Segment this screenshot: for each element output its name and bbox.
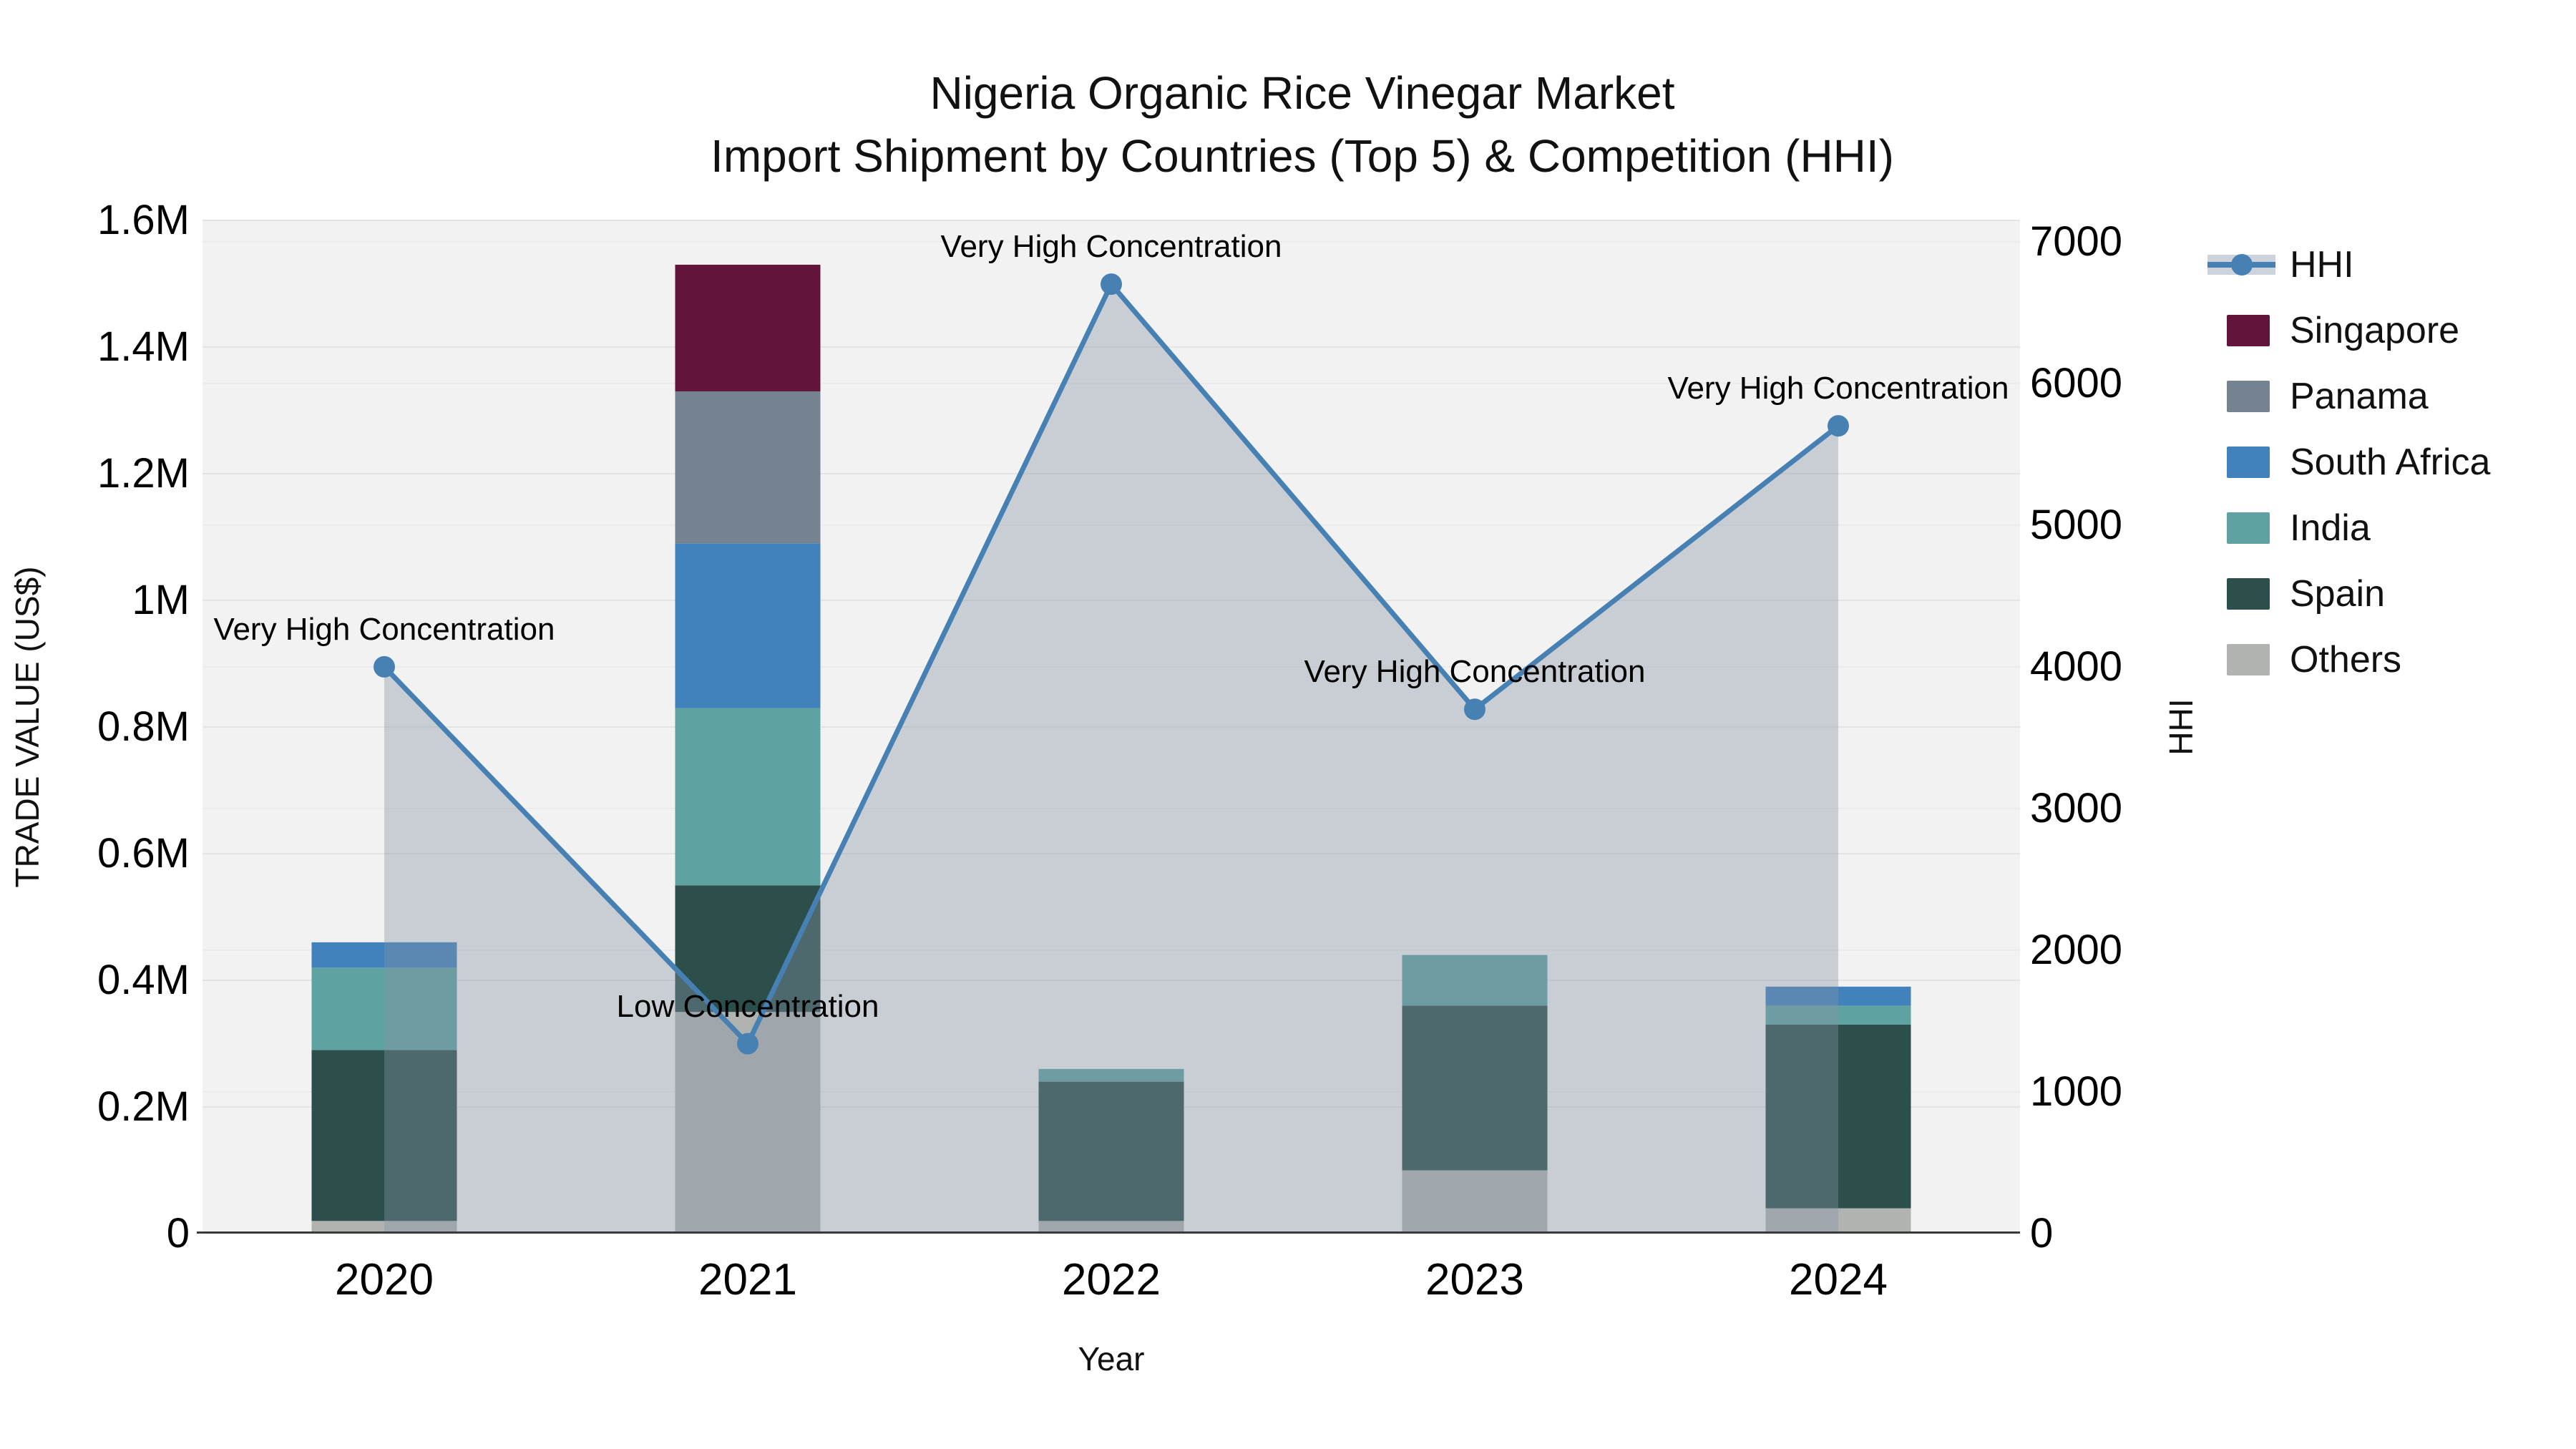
legend-item-singapore: Singapore (2207, 309, 2529, 352)
plot-area (197, 220, 2020, 1234)
annotation-2023: Very High Concentration (1304, 654, 1646, 690)
y-left-tick: 1.4M (97, 323, 190, 370)
bar-segment-south-africa (675, 543, 821, 708)
legend-item-south-africa: South Africa (2207, 441, 2529, 484)
legend-label: Others (2290, 639, 2402, 680)
bar-segment-others (1038, 1221, 1184, 1234)
y-right-tick: 2000 (2030, 926, 2123, 973)
legend-label: South Africa (2290, 441, 2491, 483)
bar-segment-others (1765, 1208, 1911, 1234)
chart-title-line1: Nigeria Organic Rice Vinegar Market (930, 67, 1675, 119)
bar-segment-singapore (675, 264, 821, 391)
bar-segment-india (675, 708, 821, 886)
annotation-2024: Very High Concentration (1667, 371, 2009, 406)
y-left-tick: 1M (132, 577, 190, 623)
legend-item-others: Others (2207, 638, 2529, 681)
bar-segment-india (1765, 1005, 1911, 1025)
bar-segment-spain (1402, 1005, 1548, 1171)
y-right-tick: 6000 (2030, 359, 2123, 406)
hhi-marker (374, 655, 395, 678)
legend-item-spain: Spain (2207, 572, 2529, 615)
y-left-tick: 0 (166, 1210, 190, 1257)
legend-item-hhi: HHI (2207, 243, 2529, 286)
y-left-tick: 0.8M (97, 703, 190, 750)
chart-title: Nigeria Organic Rice Vinegar Market Impo… (711, 62, 1894, 187)
legend-item-panama: Panama (2207, 375, 2529, 418)
x-tick: 2021 (698, 1255, 797, 1304)
y-right-tick: 4000 (2030, 643, 2123, 690)
y-right-axis-title: HHI (2162, 698, 2200, 756)
y-left-tick: 1.2M (97, 450, 190, 497)
hhi-marker (737, 1033, 758, 1055)
legend-swatch-icon (2227, 512, 2270, 544)
y-left-tick: 0.4M (97, 957, 190, 1003)
bar-segment-others (311, 1221, 457, 1234)
legend-swatch-icon (2227, 315, 2270, 346)
y-right-tick: 5000 (2030, 501, 2123, 548)
legend-item-india: India (2207, 507, 2529, 550)
bar-segment-south-africa (1765, 986, 1911, 1006)
legend-label: HHI (2290, 244, 2354, 286)
annotation-2022: Very High Concentration (940, 229, 1282, 265)
bar-segment-india (1402, 955, 1548, 1006)
hhi-area (384, 284, 1838, 1234)
bar-segment-spain (1765, 1024, 1911, 1209)
legend-swatch-icon (2227, 578, 2270, 610)
legend-label: Panama (2290, 376, 2429, 417)
chart-title-line2: Import Shipment by Countries (Top 5) & C… (711, 130, 1894, 182)
legend-label: India (2290, 507, 2371, 549)
bar-segment-spain (1038, 1081, 1184, 1221)
chart-canvas (197, 220, 2020, 1234)
x-tick: 2022 (1062, 1255, 1161, 1304)
legend-label: Singapore (2290, 310, 2460, 351)
y-right-tick: 3000 (2030, 784, 2123, 831)
y-left-tick: 1.6M (97, 197, 190, 243)
y-left-tick: 0.6M (97, 830, 190, 877)
hhi-marker (1101, 273, 1122, 296)
bar-segment-panama (675, 391, 821, 544)
legend-swatch-icon (2227, 447, 2270, 478)
bar-segment-others (1402, 1170, 1548, 1234)
bar-segment-spain (311, 1050, 457, 1221)
y-right-tick: 7000 (2030, 218, 2123, 265)
legend-label: Spain (2290, 573, 2385, 615)
hhi-marker (1464, 698, 1485, 721)
y-left-tick: 0.2M (97, 1083, 190, 1130)
x-tick: 2023 (1425, 1255, 1524, 1304)
x-tick: 2020 (335, 1255, 434, 1304)
annotation-2021: Low Concentration (616, 988, 879, 1024)
x-axis-title: Year (1078, 1340, 1145, 1377)
legend-swatch-icon (2227, 644, 2270, 675)
y-right-tick: 0 (2030, 1210, 2054, 1257)
bar-segment-india (1038, 1068, 1184, 1082)
legend-swatch-icon (2227, 381, 2270, 412)
bar-segment-india (311, 967, 457, 1050)
bar-segment-south-africa (311, 942, 457, 968)
hhi-line-swatch-icon (2207, 249, 2275, 280)
annotation-2020: Very High Concentration (213, 611, 555, 647)
x-tick: 2024 (1789, 1255, 1888, 1304)
hhi-marker (1828, 415, 1849, 437)
y-right-tick: 1000 (2030, 1068, 2123, 1115)
